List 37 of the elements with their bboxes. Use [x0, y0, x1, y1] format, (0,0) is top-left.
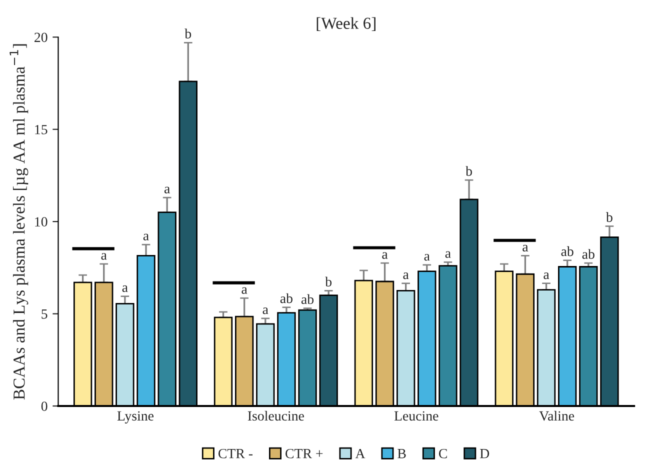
data-label: a: [122, 285, 128, 292]
y-tick-label: 0: [41, 402, 48, 411]
legend-label: CTR -: [218, 448, 253, 458]
data-label: a: [424, 254, 430, 261]
data-label: a: [101, 253, 107, 260]
legend-label: B: [398, 449, 406, 458]
data-label: a: [143, 234, 149, 240]
data-label: b: [184, 28, 192, 38]
y-tick-label: 5: [42, 310, 48, 319]
data-label: ab: [582, 249, 594, 259]
y-axis-title: BCAAs and Lys plasma levels [µg AA ml plasma$^{−1}$]: [10, 44, 28, 400]
legend-label: CTR +: [286, 448, 323, 458]
legend-label: D: [480, 449, 490, 458]
x-tick-label: Leucine: [394, 411, 438, 421]
y-tick-label: 15: [35, 124, 48, 134]
chart-title: [Week 6]: [316, 17, 376, 32]
y-tick-label: 10: [35, 217, 48, 227]
x-tick-label: Lysine: [117, 411, 154, 424]
data-label: b: [606, 212, 612, 222]
data-label: ab: [301, 294, 314, 304]
data-label: a: [403, 272, 409, 280]
data-label: a: [242, 287, 248, 294]
y-tick-label: 20: [34, 32, 48, 42]
x-tick-label: Valine: [539, 410, 574, 421]
data-label: ab: [280, 293, 292, 304]
x-tick-label: Isoleucine: [248, 410, 304, 421]
legend-label: C: [438, 448, 447, 458]
data-label: a: [382, 252, 388, 259]
data-label: a: [262, 308, 268, 314]
data-label: a: [445, 251, 451, 258]
data-label: a: [164, 186, 170, 194]
data-label: b: [466, 166, 472, 176]
data-label: ab: [561, 246, 574, 256]
data-label: b: [325, 276, 332, 287]
data-label: a: [544, 272, 550, 280]
legend-label: A: [355, 448, 366, 458]
data-label: a: [522, 244, 528, 252]
